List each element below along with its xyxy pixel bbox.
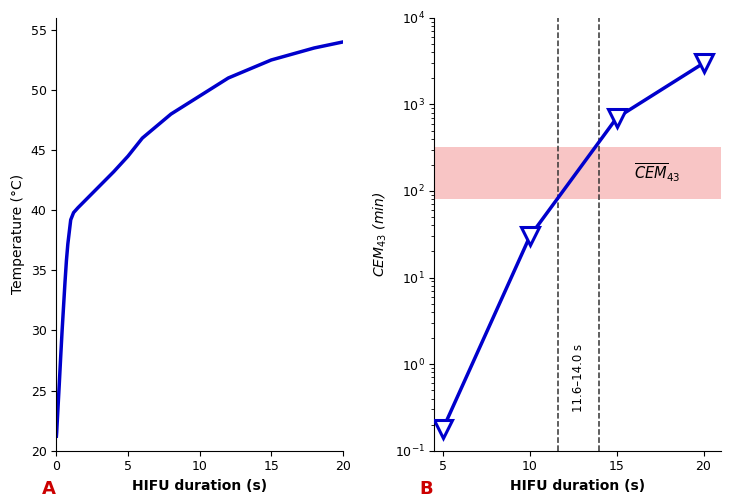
Y-axis label: Temperature (°C): Temperature (°C) [11, 174, 25, 294]
X-axis label: HIFU duration (s): HIFU duration (s) [510, 479, 645, 493]
Y-axis label: $\mathit{CEM}_{43}$ (min): $\mathit{CEM}_{43}$ (min) [372, 192, 389, 277]
Text: B: B [419, 480, 433, 498]
Text: 11.6–14.0 s: 11.6–14.0 s [572, 344, 585, 412]
Text: $\overline{CEM}_{43}$: $\overline{CEM}_{43}$ [634, 162, 681, 184]
X-axis label: HIFU duration (s): HIFU duration (s) [132, 479, 267, 493]
Text: A: A [42, 480, 56, 498]
Bar [434, 147, 721, 200]
